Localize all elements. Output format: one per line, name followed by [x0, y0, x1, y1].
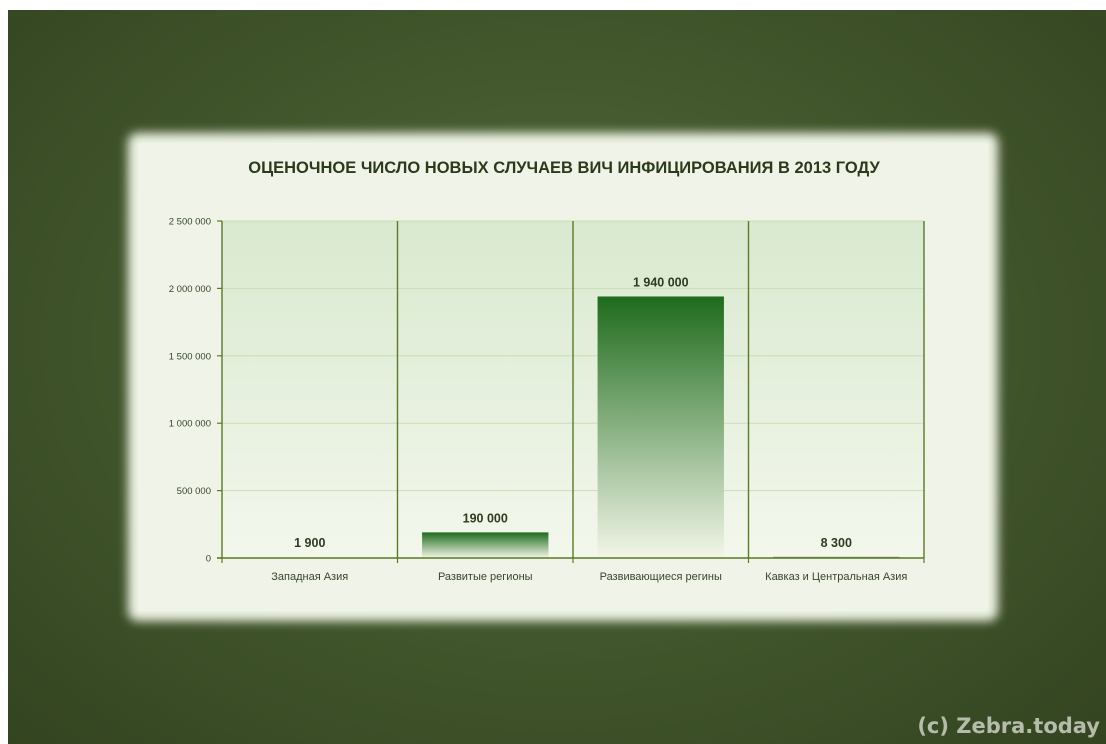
- x-tick-label: Развитые регионы: [438, 571, 533, 583]
- y-tick-label: 500 000: [177, 486, 211, 497]
- data-label: 1 940 000: [633, 275, 689, 289]
- chart-title: ОЦЕНОЧНОЕ ЧИСЛО НОВЫХ СЛУЧАЕВ ВИЧ ИНФИЦИ…: [248, 159, 880, 177]
- bar: [597, 296, 724, 558]
- data-label: 1 900: [294, 536, 325, 550]
- y-tick-label: 1 000 000: [169, 419, 211, 430]
- data-label: 8 300: [821, 536, 852, 550]
- watermark: (c) Zebra.today: [917, 714, 1100, 738]
- data-label: 190 000: [463, 511, 508, 525]
- y-tick-label: 0: [206, 554, 211, 565]
- bar: [422, 532, 549, 558]
- x-tick-label: Развивающиеся регины: [600, 571, 722, 583]
- y-tick-label: 2 000 000: [169, 284, 211, 295]
- y-tick-label: 2 500 000: [169, 217, 211, 228]
- y-tick-label: 1 500 000: [169, 351, 211, 362]
- x-tick-label: Кавказ и Центральная Азия: [765, 571, 907, 583]
- x-tick-label: Западная Азия: [271, 571, 348, 583]
